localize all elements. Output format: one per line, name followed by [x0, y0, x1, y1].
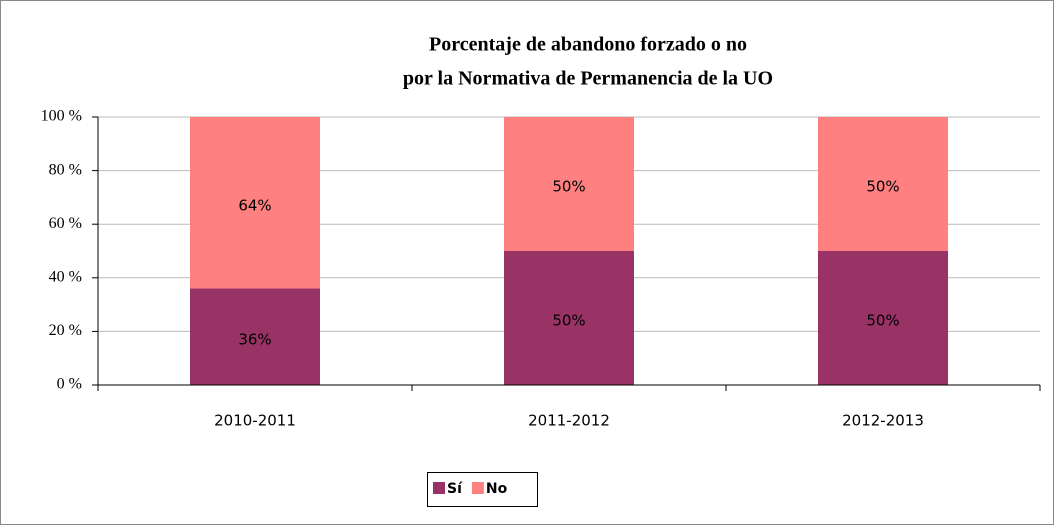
bar-segment [818, 251, 948, 385]
bar-segment [190, 288, 320, 385]
legend-swatch [433, 482, 445, 494]
legend-label: Sí [447, 481, 463, 497]
data-label: 50% [552, 178, 585, 196]
chart-title: por la Normativa de Permanencia de la UO [403, 68, 773, 90]
y-tick-label: 0 % [57, 376, 82, 393]
y-tick-label: 100 % [41, 108, 82, 125]
bar-segment [504, 251, 634, 385]
x-tick-label: 2010-2011 [214, 412, 296, 430]
chart-title: Porcentaje de abandono forzado o no [429, 34, 747, 56]
y-tick-label: 80 % [49, 161, 82, 178]
bar-segment [504, 117, 634, 251]
bar-segment [818, 117, 948, 251]
bar-segment [190, 117, 320, 289]
y-tick-label: 40 % [49, 268, 82, 285]
data-label: 50% [552, 312, 585, 330]
y-tick-label: 20 % [49, 322, 82, 339]
legend-label: No [486, 481, 508, 497]
data-label: 36% [238, 330, 271, 348]
data-label: 64% [238, 196, 271, 214]
data-label: 50% [866, 178, 899, 196]
legend-swatch [471, 482, 484, 494]
x-tick-label: 2011-2012 [528, 412, 610, 430]
data-label: 50% [866, 312, 899, 330]
x-tick-label: 2012-2013 [842, 412, 924, 430]
y-tick-label: 60 % [49, 215, 82, 232]
